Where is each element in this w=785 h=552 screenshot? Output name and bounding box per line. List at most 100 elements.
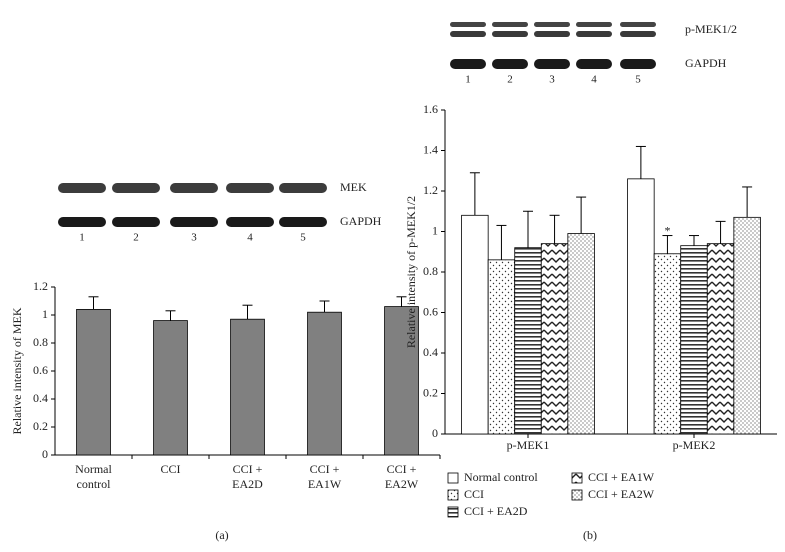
y-tick-label: 1.6 [423, 102, 438, 116]
error-bar [469, 172, 480, 216]
legend-swatch [447, 489, 459, 501]
blot-band [450, 31, 486, 37]
blot-band [112, 217, 160, 227]
blot-band [492, 59, 528, 69]
blot-band [450, 59, 486, 69]
y-tick-label: 1.2 [423, 183, 438, 197]
error-bar [662, 235, 673, 254]
blot-row-label: MEK [340, 180, 367, 194]
error-bar [689, 235, 699, 246]
blot-band [620, 31, 656, 37]
bar [230, 318, 265, 456]
bar [540, 243, 569, 435]
y-axis-label: Relative intensity of p-MEK1/2 [404, 196, 418, 348]
lane-number: 3 [549, 74, 555, 86]
blot-band [534, 22, 570, 27]
bar [153, 320, 188, 456]
bar [733, 216, 761, 435]
blot-band [620, 22, 656, 27]
y-tick-label: 0.2 [33, 419, 48, 433]
blot-band [58, 217, 106, 227]
blot-band [492, 22, 528, 27]
annotation: * [664, 223, 670, 237]
error-bar [396, 296, 407, 307]
x-tick-label: p-MEK2 [673, 438, 716, 452]
y-tick-label: 0.6 [33, 363, 48, 377]
y-tick-label: 1 [432, 223, 438, 237]
blot-band [450, 22, 486, 27]
x-tick-label: Normal control [75, 462, 112, 491]
blot-row-label: GAPDH [340, 214, 382, 228]
legend-label: CCI + EA2D [464, 504, 528, 518]
error-bar [576, 196, 587, 234]
blot-band [534, 59, 570, 69]
x-tick-label: CCI [160, 462, 180, 476]
bar [627, 178, 655, 435]
error-bar [88, 296, 99, 310]
blot-row-label: p-MEK1/2 [685, 22, 737, 36]
blot-band [170, 217, 218, 227]
error-bar [523, 210, 533, 248]
y-tick-label: 0.8 [33, 335, 48, 349]
bar [706, 243, 735, 435]
y-tick-label: 0 [432, 426, 438, 440]
y-tick-label: 1.4 [423, 142, 438, 156]
error-bar [242, 304, 253, 320]
blot-band [492, 31, 528, 37]
blot-band [170, 183, 218, 193]
panel-label: (a) [215, 528, 228, 542]
lane-number: 4 [591, 74, 597, 86]
bar [680, 245, 708, 435]
blot-band [576, 59, 612, 69]
error-bar [742, 186, 753, 218]
legend-swatch [447, 472, 459, 484]
bar [514, 247, 542, 435]
error-bar [496, 224, 507, 260]
y-tick-label: 0.2 [423, 385, 438, 399]
blot-band [534, 31, 570, 37]
lane-number: 1 [465, 74, 471, 86]
lane-number: 4 [247, 232, 253, 244]
blot-band [576, 22, 612, 27]
y-tick-label: 0.4 [33, 391, 48, 405]
bar [384, 306, 419, 456]
blot-band [226, 183, 274, 193]
legend-swatch [447, 506, 459, 518]
error-bar [635, 145, 646, 179]
x-tick-label: CCI + EA1W [308, 462, 342, 491]
bar [461, 214, 489, 435]
bar [567, 233, 595, 435]
y-axis-label: Relative intensity of MEK [10, 307, 24, 434]
x-tick-label: CCI + EA2W [385, 462, 419, 491]
error-bar [715, 220, 726, 244]
blot-band [279, 183, 327, 193]
y-tick-label: 0.6 [423, 304, 438, 318]
lane-number: 2 [507, 74, 513, 86]
x-tick-label: CCI + EA2D [232, 462, 263, 491]
lane-number: 1 [79, 232, 85, 244]
legend-label: CCI + EA1W [588, 470, 655, 484]
y-tick-label: 0.8 [423, 264, 438, 278]
blot-band [226, 217, 274, 227]
y-tick-label: 0 [42, 447, 48, 461]
bar [487, 259, 516, 435]
y-tick-label: 1 [42, 307, 48, 321]
error-bar [165, 310, 176, 321]
error-bar [319, 300, 330, 313]
lane-number: 2 [133, 232, 139, 244]
blot-band [620, 59, 656, 69]
bar [76, 308, 111, 456]
blot-band [576, 31, 612, 37]
y-tick-label: 0.4 [423, 345, 438, 359]
blot-band [58, 183, 106, 193]
lane-number: 5 [635, 74, 641, 86]
legend-label: Normal control [464, 470, 538, 484]
x-tick-label: p-MEK1 [507, 438, 550, 452]
legend-label: CCI [464, 487, 484, 501]
y-tick-label: 1.2 [33, 279, 48, 293]
blot-row-label: GAPDH [685, 56, 727, 70]
blot-band [112, 183, 160, 193]
legend-swatch [571, 472, 583, 484]
panel-label: (b) [583, 528, 597, 542]
